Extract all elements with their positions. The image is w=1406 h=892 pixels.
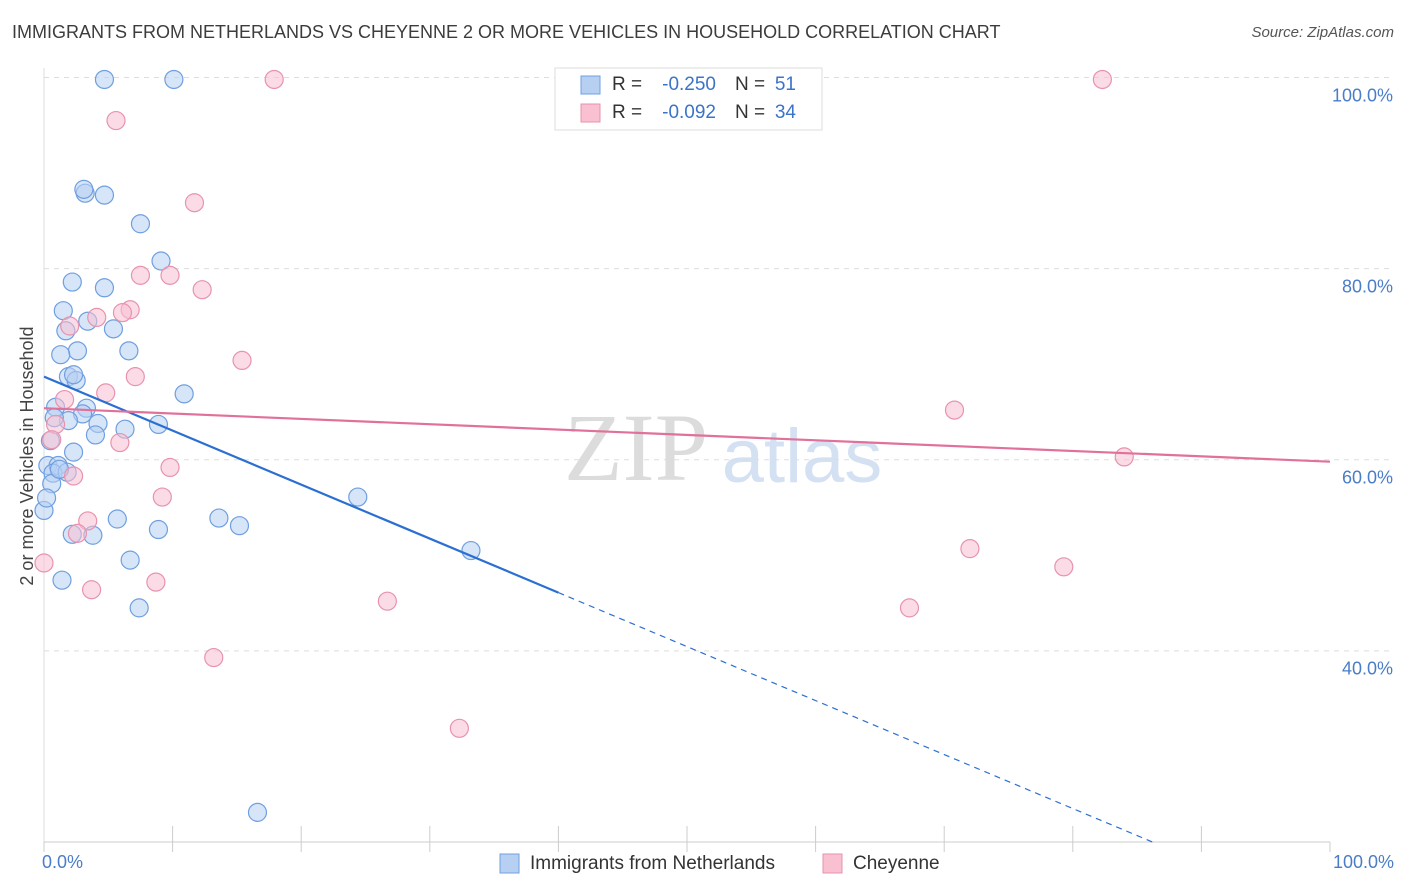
point bbox=[110, 432, 130, 453]
point bbox=[62, 272, 82, 292]
point bbox=[192, 280, 212, 300]
point bbox=[94, 278, 115, 298]
point bbox=[232, 350, 252, 370]
point bbox=[151, 251, 171, 271]
point bbox=[120, 550, 140, 570]
watermark: atlas bbox=[722, 414, 883, 499]
point bbox=[130, 214, 151, 234]
point bbox=[377, 591, 397, 611]
point bbox=[67, 341, 88, 361]
legend-n: 34 bbox=[775, 102, 797, 123]
point bbox=[160, 265, 180, 285]
legend-label: Cheyenne bbox=[853, 853, 940, 874]
point bbox=[174, 384, 194, 404]
legend-r-label: R = bbox=[612, 102, 642, 123]
point bbox=[106, 110, 126, 131]
point bbox=[164, 69, 184, 90]
point bbox=[209, 508, 229, 528]
point bbox=[125, 367, 145, 387]
point bbox=[87, 307, 107, 327]
point bbox=[1092, 69, 1112, 90]
legend-n-label: N = bbox=[735, 74, 765, 95]
point bbox=[348, 487, 368, 507]
point bbox=[204, 647, 224, 668]
legend-n-label: N = bbox=[735, 102, 765, 123]
point bbox=[94, 69, 115, 90]
point bbox=[103, 319, 124, 339]
point bbox=[899, 598, 920, 618]
point bbox=[264, 69, 284, 90]
point bbox=[67, 523, 88, 543]
legend-swatch bbox=[499, 853, 520, 874]
point bbox=[94, 185, 115, 205]
point bbox=[160, 457, 180, 478]
y-tick-label: 60.0% bbox=[1342, 468, 1393, 488]
legend-n: 51 bbox=[775, 74, 796, 95]
point bbox=[449, 718, 469, 738]
legend-r: -0.092 bbox=[662, 102, 716, 123]
source: Source: ZipAtlas.com bbox=[1251, 24, 1394, 41]
point bbox=[1054, 557, 1074, 577]
point bbox=[51, 345, 71, 365]
point bbox=[34, 553, 54, 573]
point bbox=[944, 400, 965, 420]
point bbox=[152, 487, 172, 507]
x-tick-label: 0.0% bbox=[42, 852, 83, 872]
point bbox=[1114, 447, 1134, 467]
point bbox=[54, 389, 75, 410]
x-tick-label: 100.0% bbox=[1333, 852, 1394, 872]
legend-r-label: R = bbox=[612, 74, 642, 95]
point bbox=[81, 580, 102, 600]
point bbox=[129, 598, 149, 618]
point bbox=[247, 802, 268, 822]
point bbox=[74, 179, 94, 199]
legend-label: Immigrants from Netherlands bbox=[530, 853, 775, 874]
point bbox=[130, 265, 151, 285]
trend-line bbox=[43, 407, 1331, 463]
chart-title: IMMIGRANTS FROM NETHERLANDS VS CHEYENNE … bbox=[12, 22, 1000, 42]
point bbox=[146, 572, 166, 592]
point bbox=[184, 193, 205, 213]
y-axis-label: 2 or more Vehicles in Household bbox=[17, 326, 37, 585]
y-tick-label: 100.0% bbox=[1332, 85, 1393, 105]
legend-swatch bbox=[580, 75, 601, 95]
point bbox=[148, 519, 169, 540]
point bbox=[107, 509, 127, 529]
point bbox=[119, 341, 139, 361]
point bbox=[42, 430, 62, 450]
legend-r: -0.250 bbox=[662, 74, 716, 95]
point bbox=[229, 516, 250, 536]
point bbox=[112, 303, 133, 323]
point bbox=[78, 511, 98, 531]
point bbox=[52, 570, 72, 590]
watermark: ZIP bbox=[564, 394, 708, 501]
point bbox=[63, 466, 84, 486]
trend-extension bbox=[558, 592, 1153, 843]
legend-swatch bbox=[822, 853, 843, 874]
legend-swatch bbox=[580, 103, 601, 123]
point bbox=[960, 539, 980, 559]
point bbox=[63, 365, 84, 385]
y-tick-label: 80.0% bbox=[1342, 276, 1393, 296]
point bbox=[60, 316, 80, 336]
point bbox=[63, 442, 84, 462]
y-tick-label: 40.0% bbox=[1342, 659, 1393, 679]
point bbox=[36, 488, 57, 508]
point bbox=[85, 425, 106, 445]
